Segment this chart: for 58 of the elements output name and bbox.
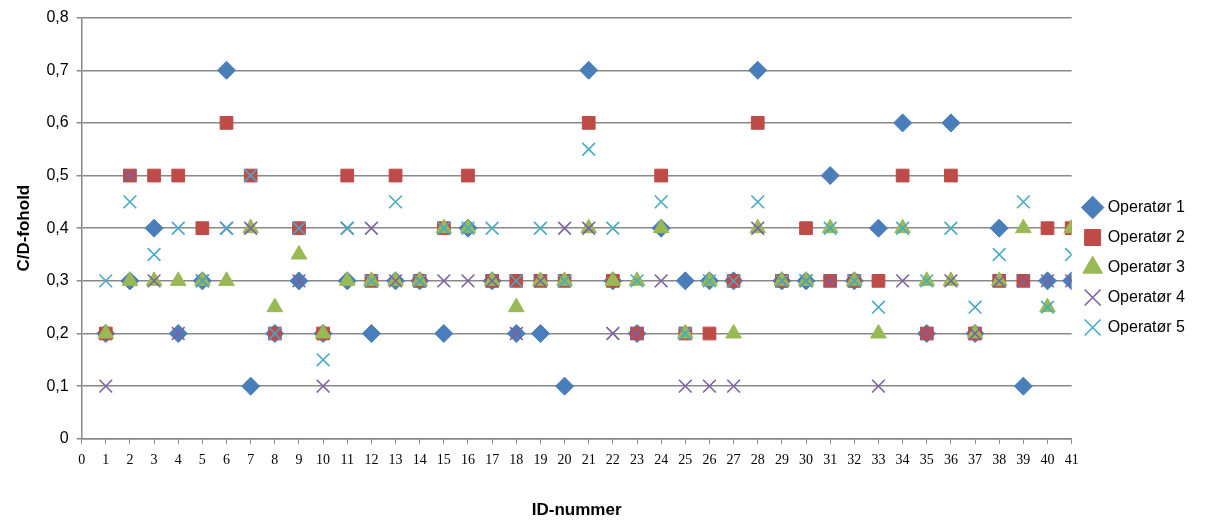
y-tick-label: 0,6 <box>46 113 69 131</box>
x-tick-label: 36 <box>943 451 958 467</box>
x-tick-label: 0 <box>78 451 86 467</box>
x-tick-label: 33 <box>871 451 886 467</box>
x-tick-label: 18 <box>509 451 524 467</box>
x-tick-label: 22 <box>605 451 620 467</box>
x-tick-label: 13 <box>388 451 403 467</box>
x-tick-label: 15 <box>436 451 451 467</box>
x-tick-label: 2 <box>126 451 134 467</box>
x-tick-label: 30 <box>799 451 814 467</box>
y-tick-label: 0,8 <box>46 8 69 26</box>
x-tick-label: 17 <box>485 451 500 467</box>
x-tick-label: 6 <box>223 451 231 467</box>
x-tick-label: 21 <box>581 451 596 467</box>
x-tick-label: 39 <box>1016 451 1031 467</box>
x-tick-label: 7 <box>247 451 255 467</box>
x-tick-label: 5 <box>198 451 206 467</box>
x-tick-label: 38 <box>992 451 1007 467</box>
x-tick-label: 26 <box>702 451 717 467</box>
x-tick-label: 19 <box>533 451 548 467</box>
x-tick-label: 11 <box>340 451 354 467</box>
legend-label: Operatør 1 <box>1107 197 1186 215</box>
x-axis-title: ID-nummer <box>531 500 622 520</box>
x-tick-label: 31 <box>823 451 838 467</box>
legend-label: Operatør 2 <box>1107 227 1186 245</box>
x-tick-label: 37 <box>968 451 983 467</box>
x-tick-label: 25 <box>678 451 693 467</box>
x-tick-label: 14 <box>412 451 427 467</box>
x-tick-label: 16 <box>460 451 475 467</box>
x-tick-label: 12 <box>364 451 379 467</box>
x-tick-label: 41 <box>1064 451 1079 467</box>
x-tick-label: 29 <box>774 451 789 467</box>
x-tick-label: 27 <box>726 451 741 467</box>
y-tick-label: 0,5 <box>46 165 69 183</box>
y-tick-label: 0,2 <box>46 323 69 341</box>
x-tick-label: 9 <box>295 451 303 467</box>
legend-label: Operatør 4 <box>1107 287 1186 305</box>
x-tick-label: 4 <box>174 451 182 467</box>
x-tick-label: 32 <box>847 451 862 467</box>
y-tick-label: 0,1 <box>46 376 69 394</box>
x-tick-label: 24 <box>654 451 669 467</box>
x-tick-label: 3 <box>150 451 158 467</box>
x-tick-label: 23 <box>630 451 645 467</box>
x-tick-label: 28 <box>750 451 765 467</box>
x-tick-label: 8 <box>271 451 279 467</box>
x-tick-label: 40 <box>1040 451 1055 467</box>
y-axis-title: C/D-fohold <box>13 184 33 272</box>
x-tick-label: 1 <box>102 451 110 467</box>
x-tick-label: 10 <box>316 451 331 467</box>
x-tick-label: 20 <box>557 451 572 467</box>
x-tick-label: 35 <box>919 451 934 467</box>
y-tick-label: 0 <box>59 429 69 447</box>
y-tick-label: 0,3 <box>46 271 69 289</box>
x-tick-label: 34 <box>895 451 910 467</box>
legend-label: Operatør 3 <box>1107 257 1186 275</box>
y-tick-label: 0,7 <box>46 60 69 78</box>
legend-label: Operatør 5 <box>1107 317 1186 335</box>
y-tick-label: 0,4 <box>46 218 69 236</box>
